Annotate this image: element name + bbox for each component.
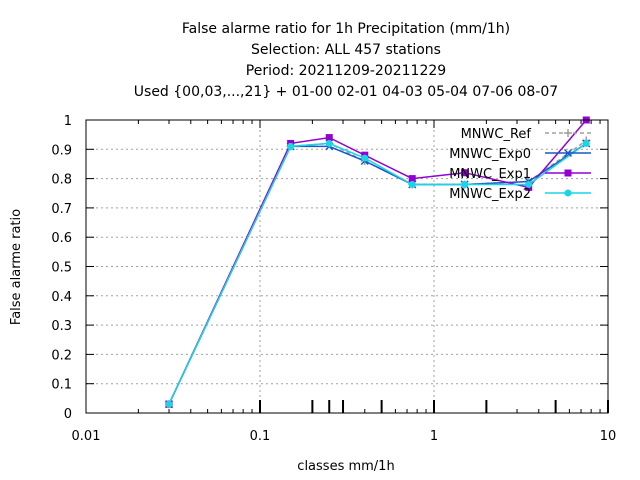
y-tick-label-4: 0.4 <box>51 290 72 305</box>
title-line-2: Period: 20211209-20211229 <box>246 63 446 79</box>
y-tick-label-7: 0.7 <box>51 202 72 217</box>
data-point-3-6 <box>525 180 533 188</box>
x-tick-label-2: 1 <box>430 429 438 444</box>
legend-label-3: MNWC_Exp2 <box>449 187 531 202</box>
data-point-3-3 <box>361 154 369 162</box>
axes <box>85 119 609 414</box>
legend-label-2: MNWC_Exp1 <box>449 167 531 182</box>
title-line-0: False alarme ratio for 1h Precipitation … <box>182 21 510 37</box>
x-tick-label-1: 0.1 <box>250 429 271 444</box>
y-tick-label-1: 0.1 <box>51 378 72 393</box>
series-line-1 <box>168 142 587 405</box>
data-point-3-7 <box>582 139 590 147</box>
chart-title: False alarme ratio for 1h Precipitation … <box>134 21 558 100</box>
y-tick-label-9: 0.9 <box>51 143 72 158</box>
data-point-2-5 <box>461 169 469 177</box>
legend: MNWC_Ref MNWC_Exp0 MNWC_Exp1 MNWC_Exp2 <box>449 127 591 202</box>
title-line-1: Selection: ALL 457 stations <box>251 42 441 58</box>
y-tick-label-10: 1 <box>64 114 72 129</box>
x-tick-label-3: 10 <box>600 429 617 444</box>
y-tick-label-6: 0.6 <box>51 231 72 246</box>
y-tick-label-8: 0.8 <box>51 173 72 188</box>
x-axis-label: classes mm/1h <box>297 459 394 474</box>
title-line-3: Used {00,03,...,21} + 01-00 02-01 04-03 … <box>134 84 558 100</box>
y-tick-label-0: 0 <box>64 407 72 422</box>
data-point-2-2 <box>325 134 333 142</box>
data-point-3-1 <box>287 142 295 150</box>
y-tick-label-2: 0.2 <box>51 348 72 363</box>
legend-label-1: MNWC_Exp0 <box>449 147 531 162</box>
series-line-2 <box>168 119 587 405</box>
data-point-3-2 <box>325 139 333 147</box>
legend-label-0: MNWC_Ref <box>461 127 532 142</box>
y-tick-label-3: 0.3 <box>51 319 72 334</box>
legend-marker-0 <box>564 129 572 137</box>
legend-marker-1 <box>563 148 573 158</box>
x-tick-label-0: 0.01 <box>72 429 101 444</box>
y-axis-label: False alarme ratio <box>9 209 24 325</box>
grid-lines <box>86 120 608 413</box>
tick-labels: 0.01 0.1 1 10 0 0.1 0.2 0.3 0.4 0.5 0.6 0.7 0.8 0.9 1 <box>51 114 616 444</box>
y-tick-label-5: 0.5 <box>51 261 72 276</box>
series-3 <box>165 139 590 408</box>
data-point-3-5 <box>461 180 469 188</box>
series-line-3 <box>168 142 587 405</box>
legend-marker-3 <box>564 189 572 197</box>
series-lines <box>164 116 591 409</box>
data-point-3-0 <box>165 400 173 408</box>
legend-marker-2 <box>564 169 572 177</box>
data-point-2-4 <box>408 175 416 183</box>
data-point-3-4 <box>408 180 416 188</box>
